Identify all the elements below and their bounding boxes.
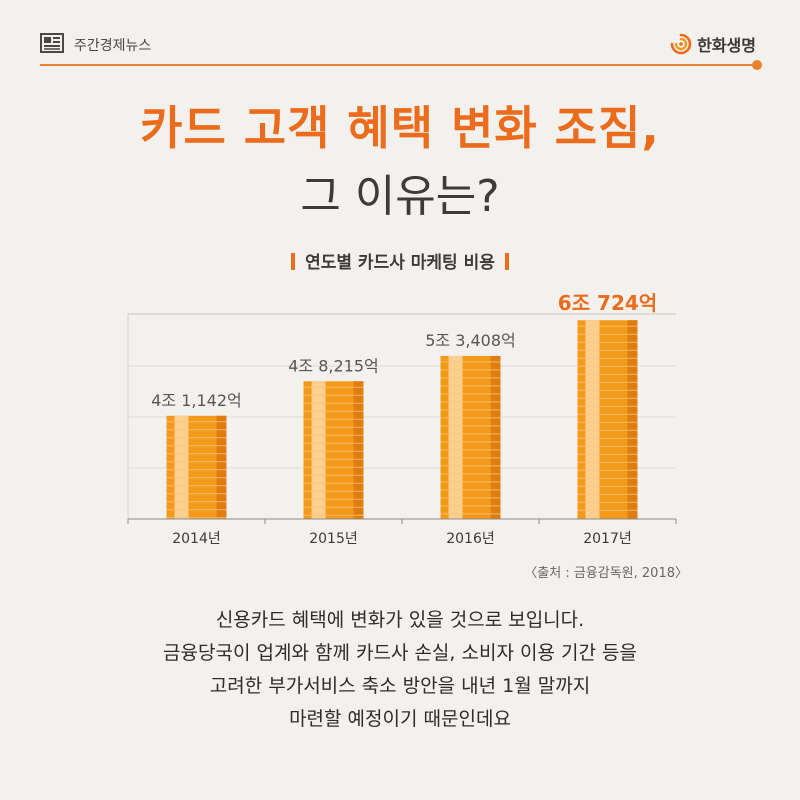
- header-divider-dot: [752, 60, 762, 70]
- body-line: 고려한 부가서비스 축소 방안을 내년 1월 말까지: [209, 675, 591, 697]
- category-label: 2016년: [446, 531, 495, 547]
- value-label: 5조 3,408억: [425, 331, 516, 350]
- chart-title: 연도별 카드사 마케팅 비용: [0, 248, 800, 273]
- body-text: 신용카드 혜택에 변화가 있을 것으로 보입니다. 금융당국이 업계와 함께 카…: [0, 604, 800, 736]
- chart-source: 〈출처 : 금융감독원, 2018〉: [524, 566, 688, 581]
- category-label: 2014년: [172, 531, 221, 547]
- bar-highlight: [311, 381, 326, 519]
- newspaper-icon: [40, 33, 64, 53]
- bar-shade: [627, 320, 638, 519]
- brand-name: 주간경제뉴스: [74, 38, 152, 54]
- bar-shade: [353, 381, 364, 519]
- chart-title-bar-right: [504, 253, 509, 270]
- bar-highlight: [585, 320, 600, 519]
- bar-highlight: [174, 415, 189, 519]
- body-line: 금융당국이 업계와 함께 카드사 손실, 소비자 이용 기간 등을: [163, 642, 637, 664]
- bar-shade: [490, 355, 501, 519]
- page-title: 카드 고객 혜택 변화 조짐,: [140, 101, 660, 155]
- body-line: 마련할 예정이기 때문인데요: [289, 708, 511, 730]
- page-subtitle: 그 이유는?: [300, 171, 500, 222]
- category-label: 2017년: [583, 531, 632, 547]
- bar-shade: [216, 415, 227, 519]
- chart-title-bar-left: [291, 253, 296, 270]
- body-line: 신용카드 혜택에 변화가 있을 것으로 보입니다.: [215, 609, 585, 631]
- hanwha-logo-icon: [670, 33, 692, 55]
- header-divider: [40, 64, 752, 66]
- logo-text: 한화생명: [697, 36, 756, 55]
- bar-highlight: [448, 355, 463, 519]
- company-logo: 한화생명: [669, 32, 756, 56]
- value-label: 4조 1,142억: [151, 391, 242, 410]
- chart-title-text: 연도별 카드사 마케팅 비용: [305, 253, 495, 273]
- header: 주간경제뉴스 한화생명: [40, 30, 760, 68]
- category-label: 2015년: [309, 531, 358, 547]
- value-label: 6조 724억: [558, 291, 657, 315]
- value-label: 4조 8,215억: [288, 356, 379, 375]
